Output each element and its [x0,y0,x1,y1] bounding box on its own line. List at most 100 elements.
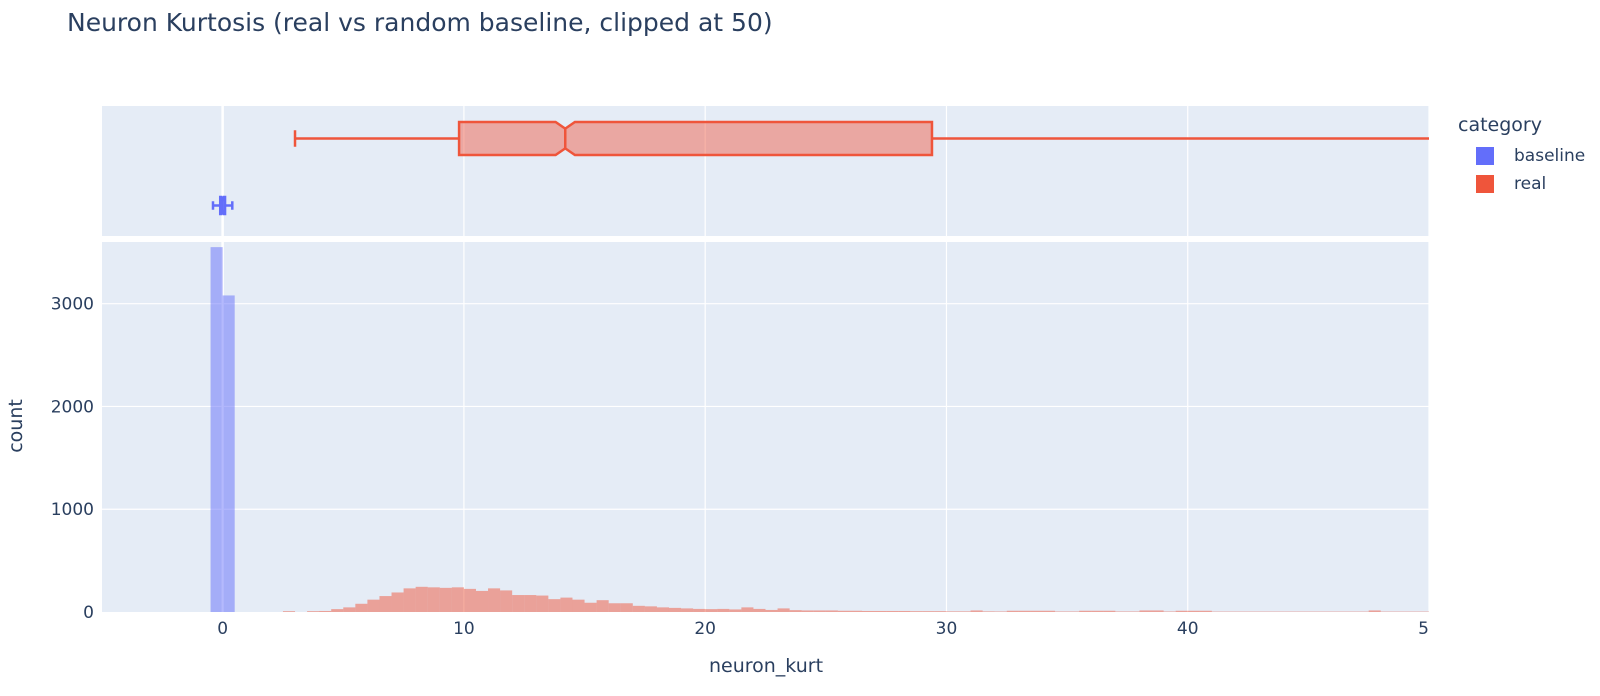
x-tick-label: 40 [1177,619,1199,639]
histogram-bar-real [705,609,718,612]
x-axis-label: neuron_kurt [709,655,823,677]
histogram-bar-real [898,610,911,612]
histogram-bar-real [681,608,694,612]
histogram-bar-real [1163,611,1176,612]
histogram-bar-real [886,610,899,612]
histogram-bar-real [862,610,875,612]
histogram-bar-real [644,606,657,612]
legend-swatch-real [1476,175,1494,193]
legend-item-real[interactable]: real [1458,170,1585,198]
histogram-bar-real [572,599,585,612]
x-tick-label: 20 [694,619,716,639]
histogram-bar-real [343,607,356,612]
histogram-bar-real [524,595,537,612]
x-axis-ticks: 0 10 20 30 40 50 [217,619,1430,639]
y-tick-label: 1000 [51,500,94,520]
histogram-bar-real [282,611,296,612]
y-axis-ticks: 0 1000 2000 3000 [51,295,94,623]
histogram-bar-real [1139,610,1152,612]
histogram-bar-real [994,611,1007,612]
histogram-bar-real [608,603,621,612]
y-tick-label: 3000 [51,295,94,315]
y-axis-label: count [5,399,27,453]
histogram-bar-real [319,610,332,612]
histogram-bar-real [1018,610,1031,612]
histogram-bar-real [548,599,561,612]
histogram-panel-background [102,242,1429,612]
legend-swatch-baseline [1476,147,1494,165]
histogram-bar-real [789,610,802,612]
histogram-bar-real [427,587,440,612]
histogram-bar-real [632,605,645,612]
histogram-bar-real [488,588,501,612]
histogram-bar-real [801,610,814,612]
histogram-bar-real [620,603,633,612]
histogram-bar-real [946,611,959,612]
histogram-bar-real [1079,610,1092,612]
x-tick-label: 0 [217,619,228,639]
histogram-bar-real [463,588,476,612]
histogram-bar-real [415,586,428,612]
histogram-bar-real [729,609,742,612]
legend: category baseline real [1458,114,1585,198]
histogram-bar-real [1151,610,1164,612]
histogram-bar-real [777,608,790,612]
legend-label-baseline: baseline [1514,146,1586,166]
histogram-bar-real [1115,611,1128,612]
histogram-bars[interactable] [210,247,1429,612]
x-tick-label: 10 [453,619,475,639]
histogram-bar-real [1187,610,1200,612]
histogram-bar-real [439,587,452,612]
histogram-bar-real [1091,610,1104,612]
x-tick-label: 30 [936,619,958,639]
histogram-bar-real [970,610,983,612]
histogram-bar-real [934,611,947,612]
grid [102,106,1430,612]
histogram-bar-real [910,611,923,612]
histogram-bar-real [1042,610,1056,612]
histogram-bar-real [922,611,935,612]
histogram-bar-real [693,608,706,612]
histogram-bar-real [560,597,573,612]
histogram-bar-baseline [222,295,235,612]
histogram-bar-real [355,603,368,612]
y-tick-label: 2000 [51,397,94,417]
histogram-bar-real [391,592,404,612]
box-plots[interactable] [211,120,1429,216]
histogram-bar-real [982,611,995,612]
histogram-bar-baseline [210,247,223,612]
histogram-bar-real [1199,610,1212,612]
histogram-bar-real [367,599,380,612]
legend-title: category [1458,114,1542,136]
histogram-bar-real [1006,610,1019,612]
legend-label-real: real [1514,174,1547,194]
chart-title: Neuron Kurtosis (real vs random baseline… [67,8,773,37]
chart-svg: 0 10 20 30 40 50 0 1000 2000 3000 neuron_kurt co… [5,106,1430,677]
histogram-bar-real [958,611,971,612]
y-tick-label: 0 [83,603,94,623]
histogram-bar-real [849,610,863,612]
histogram-bar-real [1368,610,1381,612]
histogram-bar-real [500,590,513,612]
histogram-bar-real [307,611,320,612]
histogram-bar-real [1030,610,1043,612]
histogram-bar-real [837,610,850,612]
histogram-bar-real [668,607,682,612]
legend-item-baseline[interactable]: baseline [1458,142,1585,170]
histogram-bar-real [1067,611,1080,612]
histogram-bar-real [331,609,344,612]
x-tick-label: 50 [1418,619,1430,639]
histogram-bar-real [475,590,489,612]
histogram-bar-real [403,588,416,612]
histogram-bar-real [596,600,609,612]
histogram-bar-real [584,602,597,612]
histogram-bar-real [1127,611,1140,612]
histogram-bar-real [813,610,826,612]
histogram-bar-real [717,608,730,612]
histogram-bar-real [656,607,669,612]
histogram-bar-real [741,607,754,612]
histogram-bar-real [765,609,778,612]
box-panel-background [102,106,1429,236]
histogram-bar-real [753,608,766,612]
histogram-bar-real [536,595,549,612]
